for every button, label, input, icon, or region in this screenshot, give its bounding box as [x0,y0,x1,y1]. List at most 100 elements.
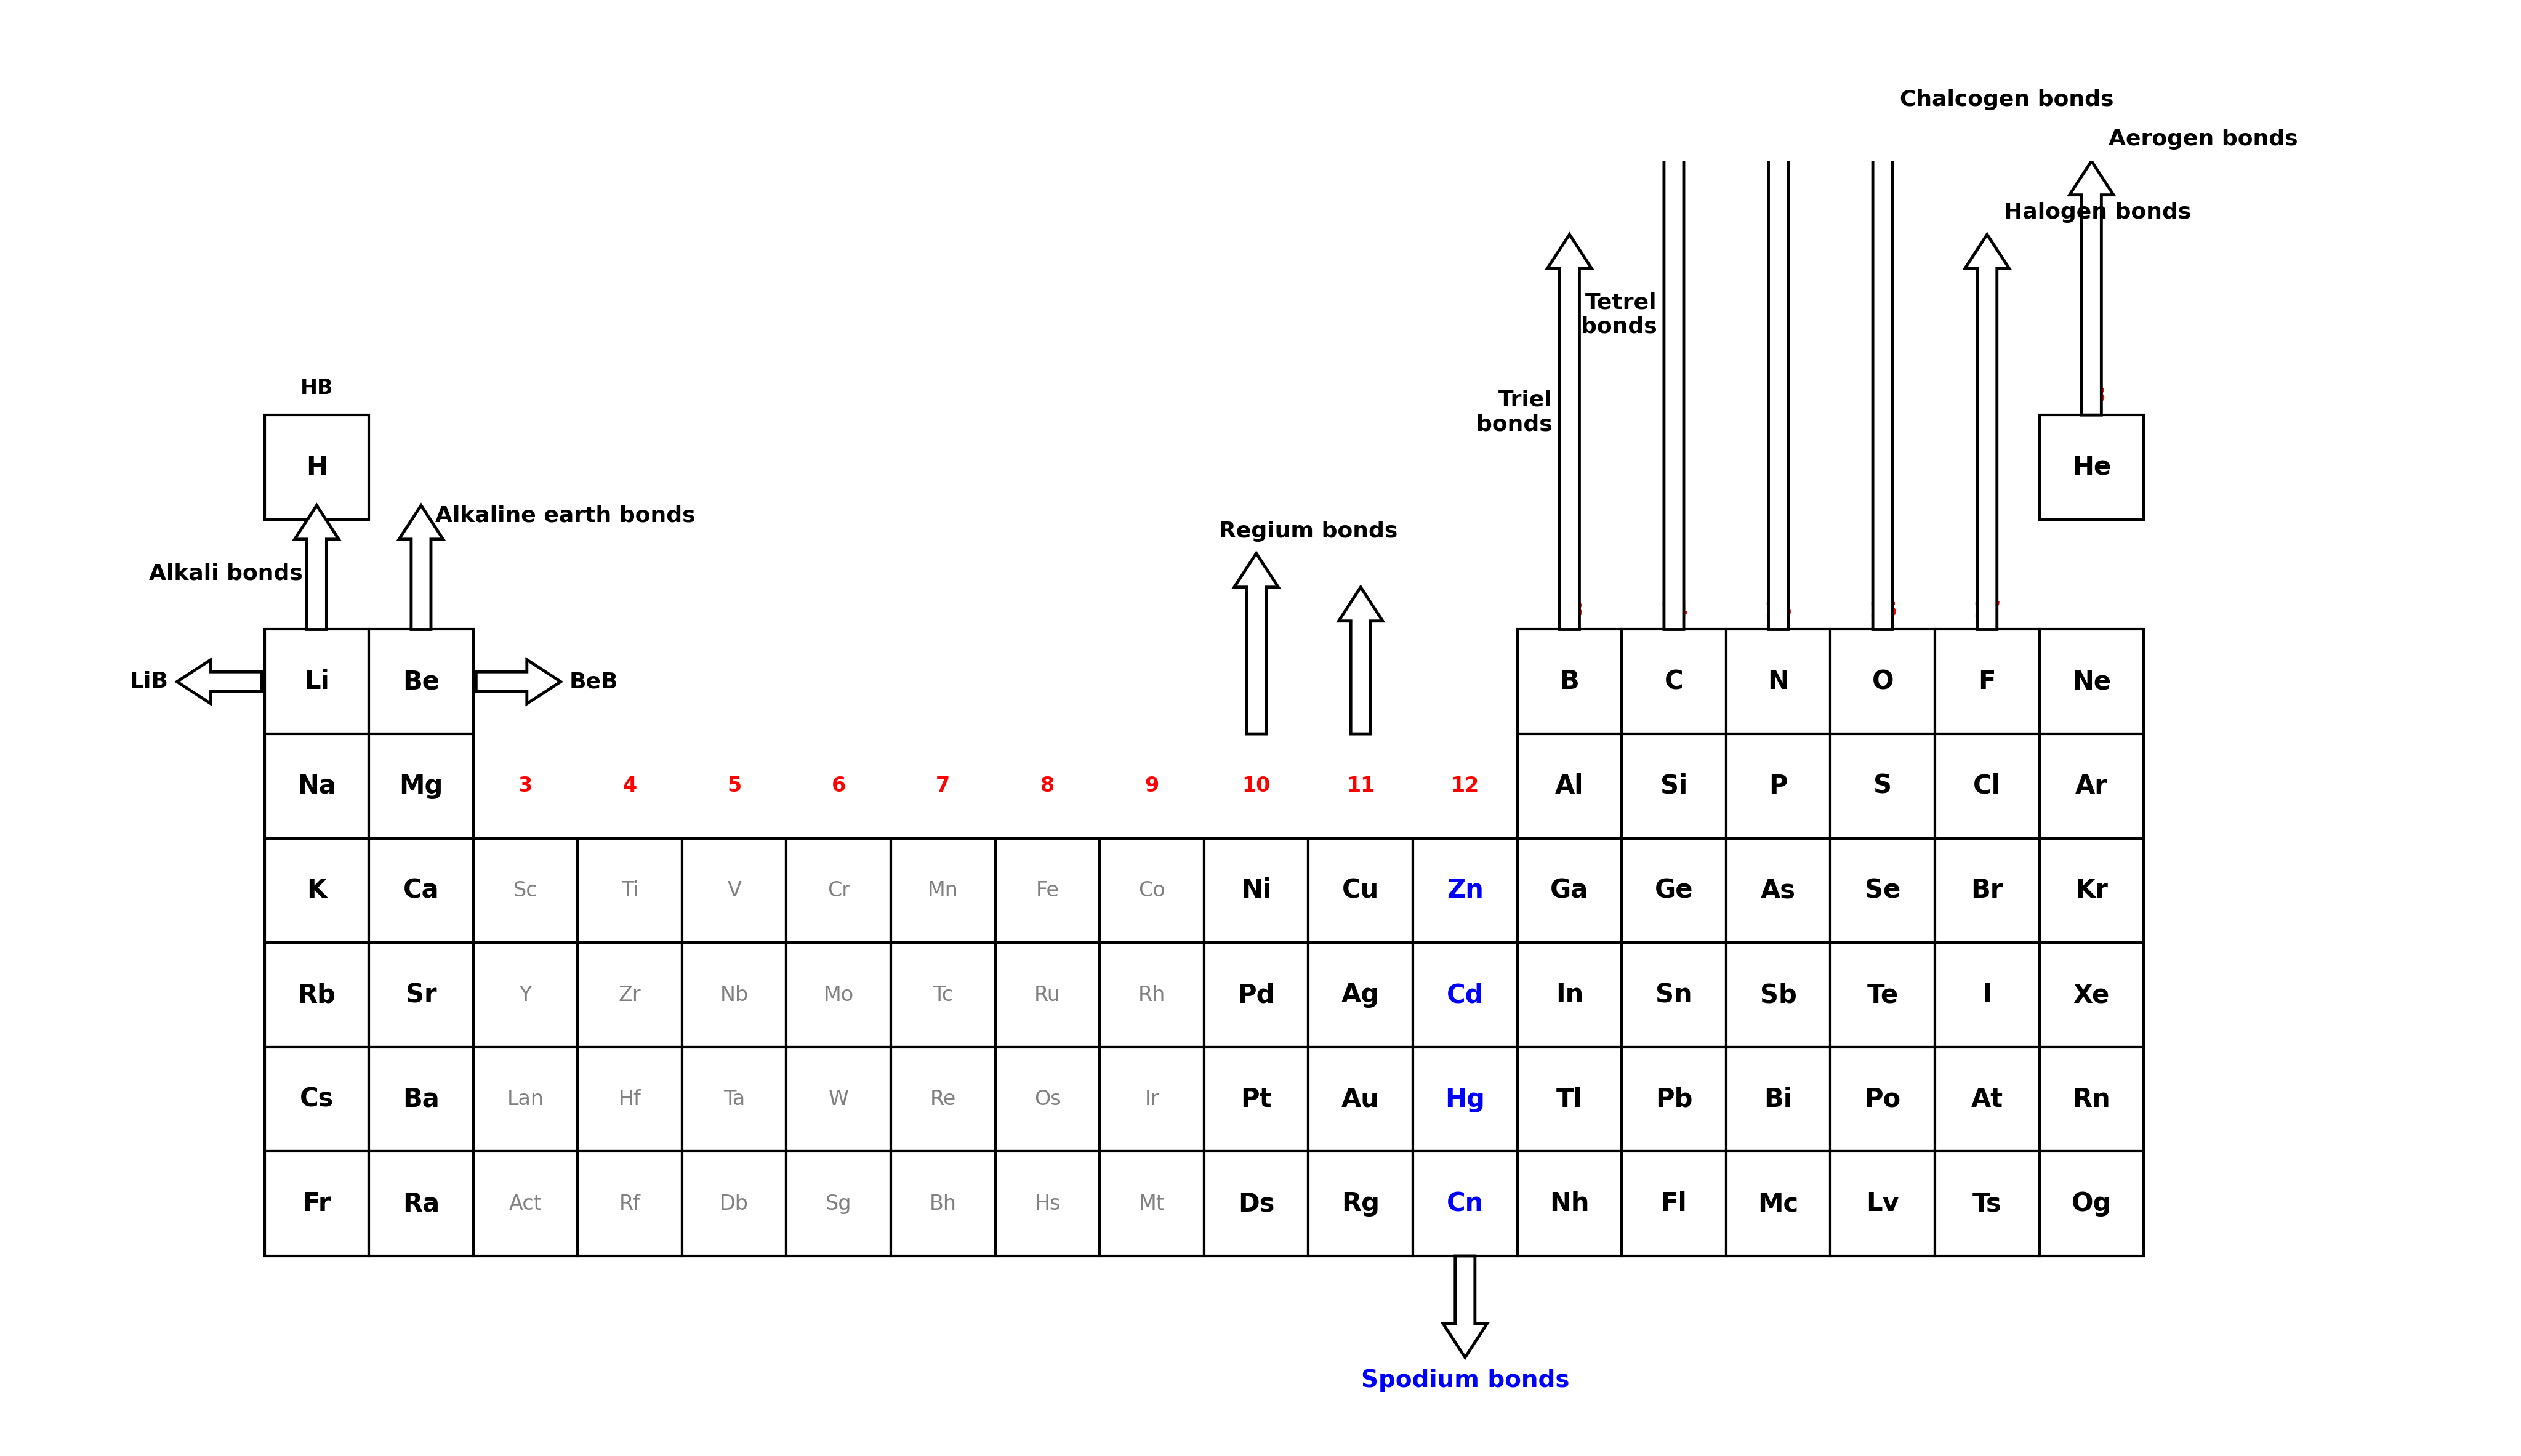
Text: Re: Re [930,1089,955,1109]
Text: Cu: Cu [1341,878,1379,903]
FancyArrow shape [398,505,444,629]
Bar [265,734,368,839]
Bar [1830,942,1936,1047]
Bar [1308,1152,1412,1257]
Bar [1830,1047,1936,1152]
Bar [1830,734,1936,839]
Bar [1621,1152,1727,1257]
Text: 7: 7 [935,776,950,796]
FancyArrow shape [476,660,560,703]
Text: Ts: Ts [1971,1191,2002,1217]
Bar [1099,1047,1205,1152]
Text: Po: Po [1866,1086,1901,1112]
Bar [890,1047,996,1152]
Text: Y: Y [519,984,532,1005]
Bar [1936,1047,2039,1152]
Text: Ne: Ne [2072,668,2110,695]
Bar [1830,839,1936,942]
Text: Cr: Cr [827,881,850,901]
Bar [683,839,787,942]
Bar [1727,629,1830,734]
Text: As: As [1760,878,1795,903]
Text: 9: 9 [1145,776,1160,796]
Bar [1518,1152,1621,1257]
Bar [474,942,577,1047]
FancyArrow shape [176,660,262,703]
Bar [890,839,996,942]
Text: Sc: Sc [514,881,537,901]
Bar [368,942,474,1047]
Bar [265,1152,368,1257]
Bar [787,942,890,1047]
Bar [474,1047,577,1152]
Bar [787,839,890,942]
FancyArrow shape [1651,121,1697,629]
Bar [996,1152,1099,1257]
Text: Bi: Bi [1765,1086,1792,1112]
Bar [683,1152,787,1257]
Bar [1621,1047,1727,1152]
Text: Na: Na [297,773,335,799]
Bar [996,1047,1099,1152]
Text: Mt: Mt [1139,1194,1165,1214]
Text: H: H [305,454,328,480]
Bar [1936,734,2039,839]
Text: Regium bonds: Regium bonds [1220,521,1397,542]
Text: Rn: Rn [2072,1086,2110,1112]
Text: Rh: Rh [1137,984,1165,1005]
Bar [265,942,368,1047]
Text: Lv: Lv [1866,1191,1898,1217]
Text: Rf: Rf [620,1194,640,1214]
Bar [2039,942,2143,1047]
Text: Be: Be [403,668,439,695]
Bar [1518,734,1621,839]
Text: Kr: Kr [2075,878,2108,903]
Bar [2039,1047,2143,1152]
Text: Ta: Ta [724,1089,746,1109]
Bar [1727,1047,1830,1152]
Text: K: K [308,878,328,903]
Text: 1: 1 [310,601,323,622]
Text: Ir: Ir [1145,1089,1160,1109]
Bar [1099,839,1205,942]
FancyArrow shape [295,505,338,629]
Bar [2039,734,2143,839]
Bar [1205,839,1308,942]
Text: Al: Al [1555,773,1583,799]
Bar [1308,942,1412,1047]
Text: Mn: Mn [928,881,958,901]
Text: Ag: Ag [1341,981,1379,1008]
Text: Zn: Zn [1447,878,1482,903]
Text: Tetrel
bonds: Tetrel bonds [1581,293,1656,338]
Text: 5: 5 [726,776,741,796]
Bar [2039,629,2143,734]
Text: Bh: Bh [930,1194,955,1214]
Text: Pd: Pd [1238,981,1276,1008]
Text: 14: 14 [1659,601,1689,622]
Text: Mc: Mc [1757,1191,1797,1217]
Text: 11: 11 [1346,776,1374,796]
Text: W: W [829,1089,850,1109]
Bar [996,942,1099,1047]
Text: Db: Db [721,1194,749,1214]
Text: Ca: Ca [403,878,439,903]
Text: Triel
bonds: Triel bonds [1477,390,1553,435]
FancyArrow shape [1339,587,1382,734]
Text: Fl: Fl [1661,1191,1687,1217]
Text: S: S [1873,773,1891,799]
Text: Ti: Ti [620,881,638,901]
Bar [368,629,474,734]
Text: Lan: Lan [507,1089,545,1109]
Bar [1936,629,2039,734]
Text: Au: Au [1341,1086,1379,1112]
Text: Tl: Tl [1555,1086,1583,1112]
Text: Alkali bonds: Alkali bonds [149,563,303,584]
Text: Te: Te [1868,981,1898,1008]
Bar [1936,1152,2039,1257]
Bar [474,1152,577,1257]
Bar [996,839,1099,942]
Text: 15: 15 [1765,601,1792,622]
Bar [1205,942,1308,1047]
Text: Rg: Rg [1341,1191,1379,1217]
Text: B: B [1560,668,1578,695]
